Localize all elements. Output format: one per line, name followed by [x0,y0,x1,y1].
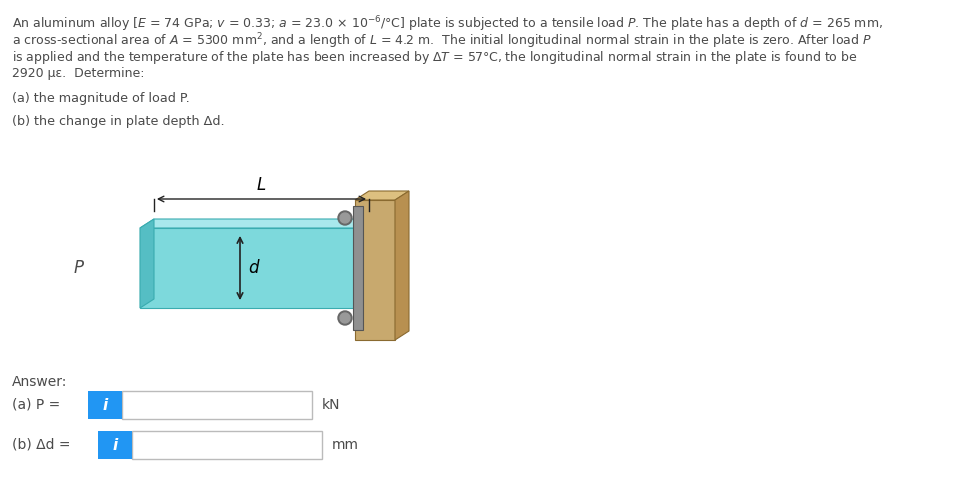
Polygon shape [140,219,154,308]
Text: (a) P =: (a) P = [12,398,64,412]
FancyBboxPatch shape [122,391,312,419]
Circle shape [338,311,352,325]
Text: mm: mm [332,438,359,452]
Text: is applied and the temperature of the plate has been increased by Δ$T$ = 57°C, t: is applied and the temperature of the pl… [12,49,857,66]
FancyBboxPatch shape [98,431,132,459]
FancyBboxPatch shape [88,391,122,419]
FancyBboxPatch shape [132,431,322,459]
Text: a cross-sectional area of $A$ = 5300 mm$^2$, and a length of $L$ = 4.2 m.  The i: a cross-sectional area of $A$ = 5300 mm$… [12,32,872,51]
Text: (b) Δd =: (b) Δd = [12,438,75,452]
Polygon shape [140,228,355,308]
Text: $P$: $P$ [73,259,85,277]
Circle shape [340,313,350,323]
Polygon shape [355,200,395,340]
Polygon shape [355,219,369,308]
Text: Answer:: Answer: [12,375,67,389]
Polygon shape [355,191,409,200]
Text: $L$: $L$ [256,176,267,194]
Polygon shape [140,219,369,228]
Polygon shape [395,191,409,340]
Text: i: i [103,397,108,413]
Circle shape [340,213,350,223]
Text: i: i [112,437,118,452]
Text: kN: kN [322,398,341,412]
Circle shape [338,211,352,225]
Text: 2920 με.  Determine:: 2920 με. Determine: [12,66,145,79]
Text: (b) the change in plate depth Δd.: (b) the change in plate depth Δd. [12,115,225,127]
Polygon shape [353,206,363,330]
Text: (a) the magnitude of load P.: (a) the magnitude of load P. [12,92,190,105]
Text: An aluminum alloy [$E$ = 74 GPa; $v$ = 0.33; $a$ = 23.0 × 10$^{-6}$/°C] plate is: An aluminum alloy [$E$ = 74 GPa; $v$ = 0… [12,14,883,34]
Text: $d$: $d$ [248,259,260,277]
